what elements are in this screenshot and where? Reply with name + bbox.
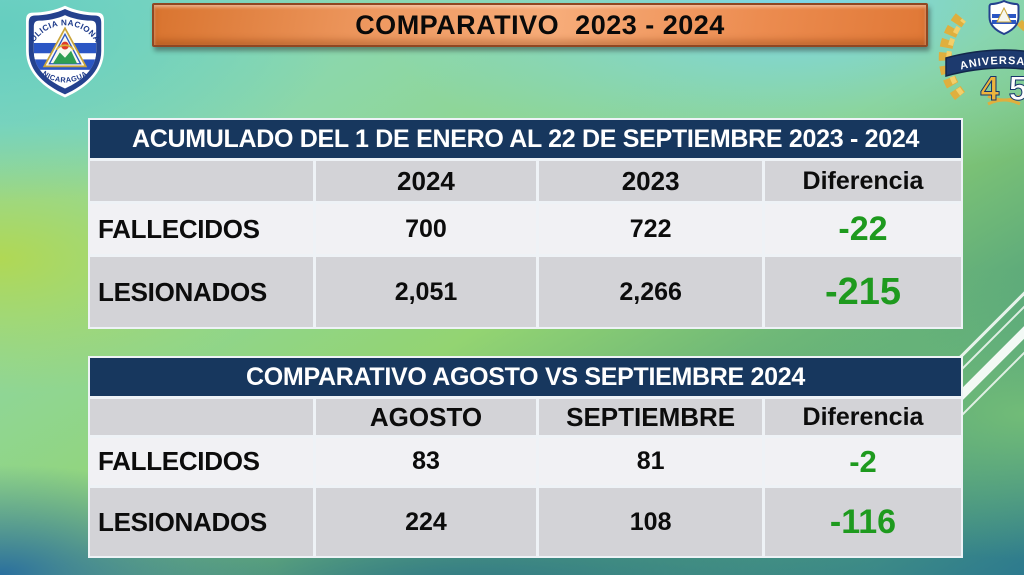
fallecidos-2024: 700 xyxy=(315,204,537,254)
title-banner: COMPARATIVO 2023 - 2024 xyxy=(152,3,928,47)
col-agosto: AGOSTO xyxy=(315,399,537,435)
lesionados-diferencia: -116 xyxy=(764,488,961,556)
mini-police-shield xyxy=(988,0,1020,36)
table-mensual-title: COMPARATIVO AGOSTO VS SEPTIEMBRE 2024 xyxy=(90,358,961,396)
corner-cell xyxy=(90,399,313,435)
lesionados-agosto: 224 xyxy=(315,488,537,556)
fallecidos-septiembre: 81 xyxy=(539,438,762,485)
row-label-lesionados: LESIONADOS xyxy=(90,488,313,556)
row-label-fallecidos: FALLECIDOS xyxy=(90,438,313,485)
col-2023: 2023 xyxy=(539,161,762,201)
lesionados-septiembre: 108 xyxy=(539,488,762,556)
col-2024: 2024 xyxy=(315,161,537,201)
row-label-fallecidos: FALLECIDOS xyxy=(90,204,313,254)
table-mensual: COMPARATIVO AGOSTO VS SEPTIEMBRE 2024 AG… xyxy=(88,356,963,558)
col-septiembre: SEPTIEMBRE xyxy=(539,399,762,435)
slide-title: COMPARATIVO 2023 - 2024 xyxy=(355,9,725,40)
fallecidos-agosto: 83 xyxy=(315,438,537,485)
corner-cell xyxy=(90,161,313,201)
aniversario-45-logo: ANIVERSARIO 4 5 xyxy=(938,0,1024,109)
col-diferencia: Diferencia xyxy=(764,161,961,201)
anniversary-number: 4 5 xyxy=(980,70,1024,108)
col-diferencia: Diferencia xyxy=(764,399,961,435)
fallecidos-diferencia: -2 xyxy=(764,438,961,485)
lesionados-diferencia: -215 xyxy=(764,257,961,327)
row-label-lesionados: LESIONADOS xyxy=(90,257,313,327)
aniversario-ribbon: ANIVERSARIO xyxy=(945,49,1024,77)
lesionados-2024: 2,051 xyxy=(315,257,537,327)
nicaragua-triangle-emblem xyxy=(42,26,88,68)
policia-nacional-logo: POLICIA NACIONAL NICARAGUA xyxy=(20,4,104,98)
table-acumulado-title: ACUMULADO DEL 1 DE ENERO AL 22 DE SEPTIE… xyxy=(90,120,961,158)
fallecidos-diferencia: -22 xyxy=(764,204,961,254)
fallecidos-2023: 722 xyxy=(539,204,762,254)
table-acumulado: ACUMULADO DEL 1 DE ENERO AL 22 DE SEPTIE… xyxy=(88,118,963,329)
lesionados-2023: 2,266 xyxy=(539,257,762,327)
